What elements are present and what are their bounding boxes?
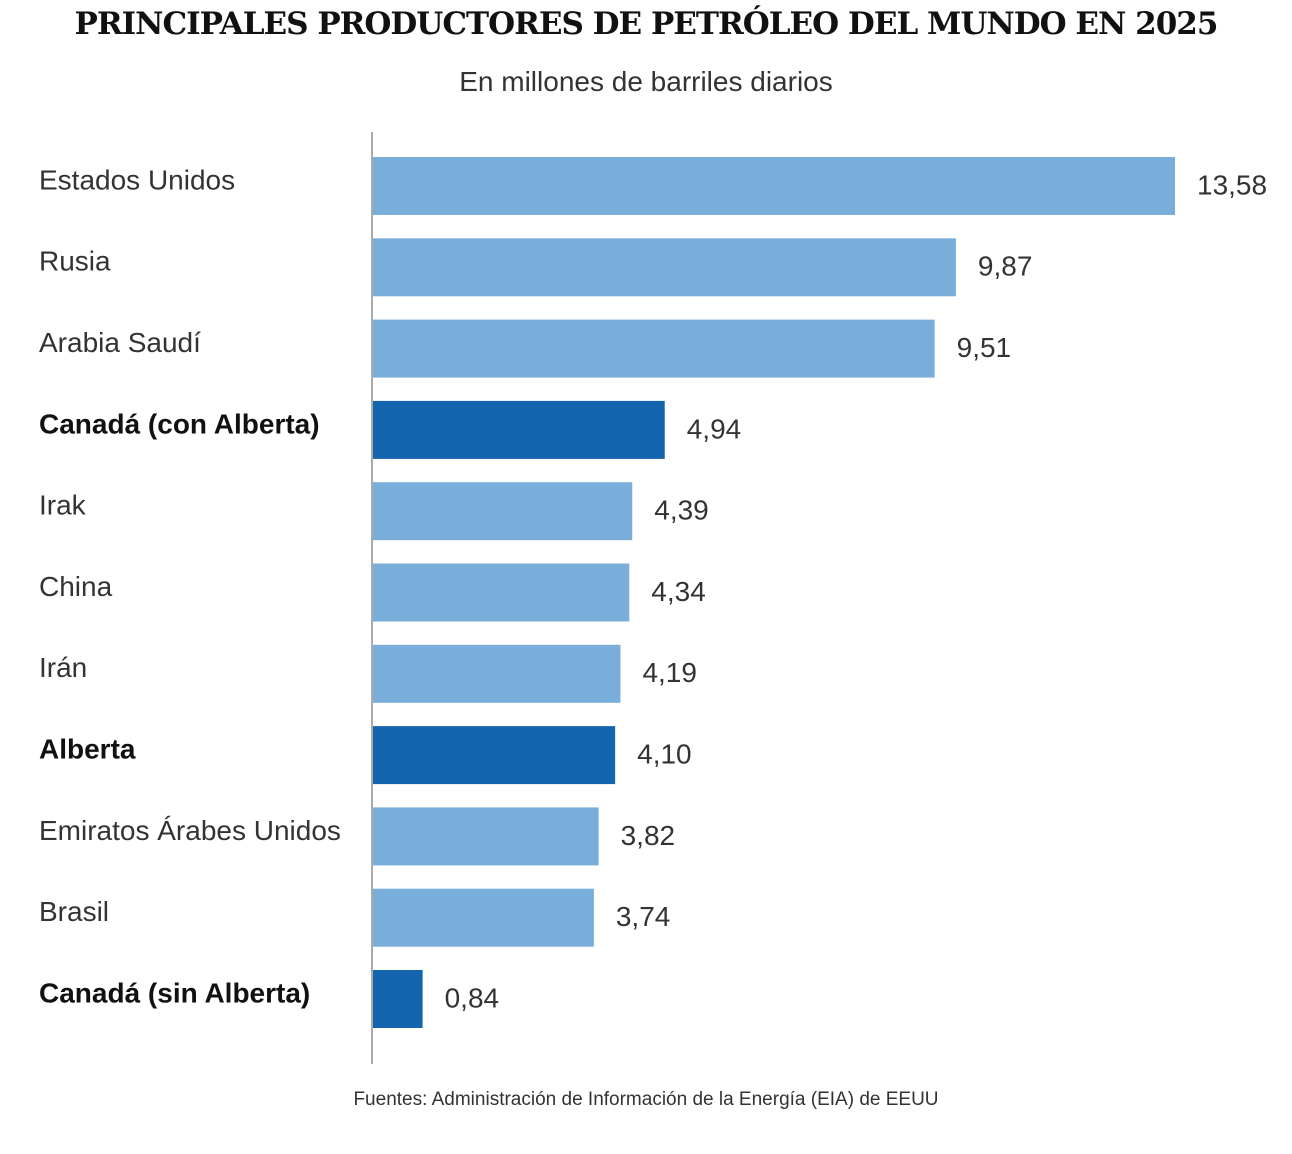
bar-rusia [373,238,956,297]
bar-canada-con-alberta [373,400,665,459]
bar-canada-sin-alberta [373,970,423,1028]
category-label-iran: Irán [39,652,87,683]
bar-alberta [373,726,616,785]
bar-estados-unidos [373,157,1175,215]
value-label-estados-unidos: 13,58 [1197,169,1267,200]
value-label-rusia: 9,87 [978,251,1033,282]
chart-title: PRINCIPALES PRODUCTORES DE PETRÓLEO DEL … [74,6,1219,42]
bar-china [373,563,630,622]
chart-subtitle: En millones de barriles diarios [459,66,833,97]
source-note: Fuentes: Administración de Información d… [353,1089,939,1110]
category-label-canada-sin-alberta: Canadá (sin Alberta) [39,977,310,1008]
category-label-rusia: Rusia [39,246,111,277]
bar-brasil [373,888,594,947]
value-label-irak: 4,39 [654,495,709,526]
value-label-canada-sin-alberta: 0,84 [445,982,500,1013]
bar-emiratos-arabes-unidos [373,807,599,866]
bar-chart: Estados Unidos 13,58 Rusia 9,87 Arabia Saudí… [39,132,1267,1064]
value-label-china: 4,34 [651,576,706,607]
value-label-arabia-saudi: 9,51 [957,332,1012,363]
bars-group: Estados Unidos 13,58 Rusia 9,87 Arabia Saudí… [39,157,1267,1028]
value-label-brasil: 3,74 [616,901,671,932]
bar-iran [373,644,621,703]
category-label-irak: Irak [39,490,87,521]
value-label-emiratos-arabes-unidos: 3,82 [621,820,676,851]
category-label-alberta: Alberta [39,733,136,764]
category-label-arabia-saudi: Arabia Saudí [39,327,201,358]
category-label-estados-unidos: Estados Unidos [39,164,235,195]
category-label-canada-con-alberta: Canadá (con Alberta) [39,408,320,439]
category-label-brasil: Brasil [39,896,109,927]
value-label-alberta: 4,10 [637,738,692,769]
bar-arabia-saudi [373,319,935,378]
category-label-china: China [39,571,113,602]
category-label-emiratos-arabes-unidos: Emiratos Árabes Unidos [39,815,341,846]
value-label-iran: 4,19 [642,657,697,688]
bar-irak [373,482,633,541]
value-label-canada-con-alberta: 4,94 [687,413,742,444]
